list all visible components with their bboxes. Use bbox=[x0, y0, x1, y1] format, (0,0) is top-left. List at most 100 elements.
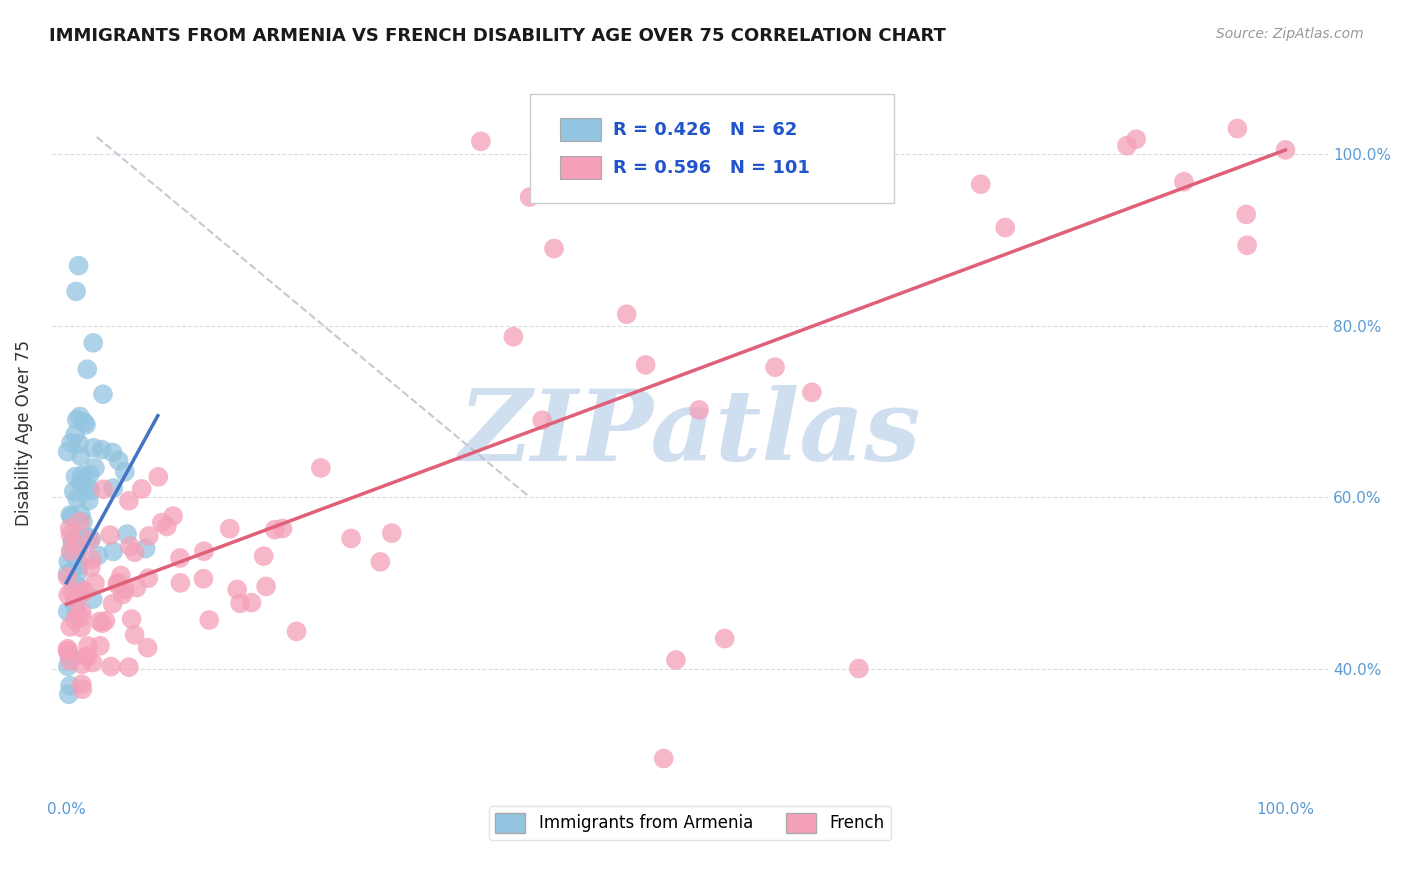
Point bbox=[77, 639, 100, 653]
Point bbox=[124, 628, 146, 642]
Point bbox=[150, 516, 173, 530]
Point bbox=[79, 467, 101, 482]
Point bbox=[82, 335, 104, 350]
Point bbox=[107, 453, 129, 467]
Point bbox=[83, 576, 105, 591]
Point bbox=[82, 441, 104, 455]
Point bbox=[65, 601, 87, 615]
Point bbox=[218, 522, 240, 536]
Point bbox=[56, 641, 79, 656]
Point bbox=[101, 445, 124, 459]
Point bbox=[198, 613, 221, 627]
Point bbox=[72, 682, 94, 697]
Point bbox=[103, 544, 125, 558]
Point bbox=[66, 413, 89, 427]
Text: R = 0.596   N = 101: R = 0.596 N = 101 bbox=[613, 159, 810, 177]
Point bbox=[70, 610, 93, 624]
Point bbox=[848, 661, 870, 675]
Point bbox=[1173, 175, 1195, 189]
Point bbox=[79, 483, 101, 498]
Point bbox=[531, 413, 554, 427]
Point bbox=[652, 751, 675, 765]
Point bbox=[136, 640, 159, 655]
Point bbox=[543, 242, 565, 256]
Text: IMMIGRANTS FROM ARMENIA VS FRENCH DISABILITY AGE OVER 75 CORRELATION CHART: IMMIGRANTS FROM ARMENIA VS FRENCH DISABI… bbox=[49, 27, 946, 45]
Point bbox=[131, 482, 153, 496]
Point bbox=[58, 687, 80, 701]
Point bbox=[263, 523, 285, 537]
Point bbox=[118, 660, 141, 674]
Point bbox=[77, 530, 100, 544]
Point bbox=[66, 579, 89, 593]
Point bbox=[67, 259, 90, 273]
Point bbox=[169, 551, 191, 566]
Point bbox=[82, 656, 104, 670]
Point bbox=[1274, 143, 1296, 157]
Point bbox=[124, 545, 146, 559]
Point bbox=[114, 465, 136, 479]
Point bbox=[56, 570, 79, 584]
Point bbox=[1125, 132, 1147, 146]
Point bbox=[76, 362, 98, 376]
Point bbox=[502, 329, 524, 343]
Point bbox=[72, 585, 94, 599]
Point bbox=[285, 624, 308, 639]
Point bbox=[58, 644, 80, 658]
Point bbox=[75, 417, 97, 432]
Point bbox=[60, 584, 83, 599]
Point bbox=[56, 588, 79, 602]
Point bbox=[713, 632, 735, 646]
Point bbox=[665, 653, 688, 667]
Point bbox=[56, 444, 79, 458]
Point bbox=[56, 659, 79, 673]
Point bbox=[63, 613, 86, 627]
Point bbox=[87, 549, 110, 563]
Text: ZIPatlas: ZIPatlas bbox=[458, 384, 921, 481]
Point bbox=[72, 515, 94, 529]
Point bbox=[79, 533, 101, 547]
Point bbox=[193, 544, 215, 558]
Point bbox=[107, 575, 129, 590]
Point bbox=[65, 469, 87, 483]
Point bbox=[254, 579, 277, 593]
FancyBboxPatch shape bbox=[530, 94, 894, 203]
Point bbox=[105, 577, 128, 591]
Point bbox=[56, 566, 79, 581]
Point bbox=[66, 491, 89, 506]
Point bbox=[90, 442, 112, 457]
Point bbox=[59, 679, 82, 693]
Point bbox=[271, 522, 294, 536]
Point bbox=[91, 616, 114, 631]
Point bbox=[60, 510, 83, 524]
Point bbox=[970, 178, 993, 192]
Point bbox=[69, 515, 91, 529]
Point bbox=[69, 409, 91, 424]
Point bbox=[688, 402, 710, 417]
Point bbox=[62, 484, 84, 499]
Point bbox=[634, 358, 657, 372]
Point bbox=[93, 482, 115, 496]
Point bbox=[69, 557, 91, 571]
Point bbox=[240, 596, 263, 610]
Point bbox=[135, 541, 157, 556]
Point bbox=[110, 568, 132, 582]
Point bbox=[763, 360, 786, 375]
Point bbox=[70, 450, 93, 464]
Point bbox=[101, 481, 124, 495]
Point bbox=[148, 470, 170, 484]
Point bbox=[65, 285, 87, 299]
Point bbox=[63, 530, 86, 544]
Point bbox=[70, 657, 93, 672]
FancyBboxPatch shape bbox=[560, 118, 600, 141]
Point bbox=[89, 639, 111, 653]
Point bbox=[994, 220, 1017, 235]
Point bbox=[94, 614, 117, 628]
Point bbox=[162, 509, 184, 524]
Point bbox=[77, 493, 100, 508]
Point bbox=[253, 549, 276, 563]
Point bbox=[76, 649, 98, 664]
Point bbox=[98, 528, 121, 542]
Point bbox=[66, 559, 89, 574]
Point bbox=[519, 190, 541, 204]
Point bbox=[62, 534, 84, 549]
